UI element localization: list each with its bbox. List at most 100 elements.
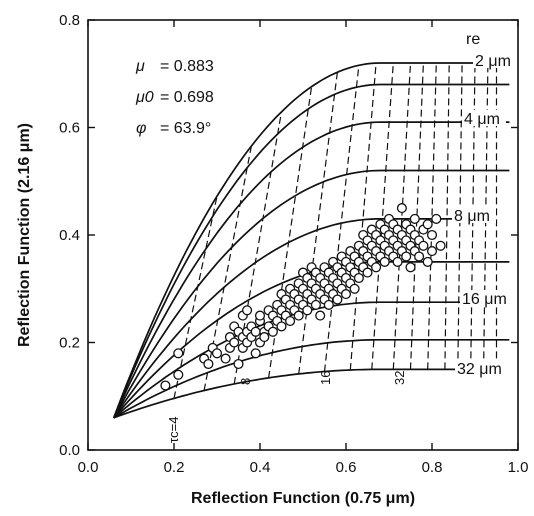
tau-label-16: 16 <box>318 371 333 385</box>
tau-line <box>427 62 437 370</box>
tau-label-8: 8 <box>238 378 253 385</box>
re-curve-4um <box>113 121 510 419</box>
observation-point <box>362 267 373 278</box>
re-title: re <box>466 31 480 48</box>
tau-line <box>323 65 360 372</box>
tau-label-4: τc=4 <box>166 417 181 443</box>
observation-point <box>379 256 390 267</box>
observation-point <box>422 256 433 267</box>
re-label-bg-4 <box>462 110 506 126</box>
observation-point <box>233 358 244 370</box>
re-label-bg-16 <box>460 290 514 306</box>
tau-label-32: 32 <box>392 371 407 385</box>
y-tick-labels: 0.0 0.2 0.4 0.6 0.8 <box>59 12 80 459</box>
x-tick-label: 0.6 <box>336 459 357 476</box>
param-mu-value: = 0.883 <box>160 58 214 75</box>
observation-point <box>267 326 278 337</box>
param-mu0-value: = 0.698 <box>160 89 214 106</box>
re-label-16: 16 μm <box>462 291 507 308</box>
observation-point <box>310 299 321 310</box>
y-tick-label: 0.0 <box>59 442 80 459</box>
re-curve-2um <box>113 62 475 419</box>
observation-point <box>418 240 429 251</box>
observation-point <box>315 310 326 321</box>
observation-point <box>276 321 287 332</box>
observation-point <box>349 283 360 294</box>
observation-point <box>242 305 253 316</box>
tau-line <box>409 62 424 370</box>
y-tick-label: 0.4 <box>59 227 80 244</box>
y-axis-title: Reflection Function (2.16 μm) <box>16 123 33 347</box>
re-curve-24um <box>113 338 510 419</box>
tau-dashed-lines <box>173 62 498 399</box>
tau-line <box>457 62 463 370</box>
re-curve-32um <box>113 368 458 419</box>
observation-point <box>332 294 343 305</box>
observation-point <box>409 213 420 224</box>
observation-point <box>426 229 438 241</box>
observation-point <box>254 310 266 321</box>
observation-point <box>211 348 223 359</box>
re-label-8: 8 μm <box>454 208 490 225</box>
observation-point <box>259 332 270 343</box>
re-curve-3um <box>113 83 510 419</box>
observation-point <box>435 240 446 251</box>
observation-point <box>405 262 416 273</box>
param-mu0-symbol: μ0 <box>135 89 154 106</box>
observation-point <box>293 310 304 321</box>
tau-line <box>203 145 252 391</box>
observation-point <box>340 289 352 300</box>
observation-point <box>250 348 261 359</box>
observation-point <box>414 251 425 262</box>
y-tick-label: 0.8 <box>59 12 80 29</box>
re-label-bg-2 <box>473 52 517 68</box>
x-tick-label: 0.8 <box>422 459 443 476</box>
observation-point <box>173 369 184 380</box>
param-mu-symbol: μ <box>135 58 145 75</box>
x-tick-label: 0.4 <box>250 459 271 476</box>
re-curve-6um <box>113 169 510 419</box>
observation-point <box>160 380 171 391</box>
observation-point <box>203 358 214 370</box>
axis-ticks <box>87 19 519 451</box>
tau-line <box>298 72 338 374</box>
observation-point <box>250 326 261 337</box>
tau-line <box>349 63 377 371</box>
re-label-32: 32 μm <box>457 361 502 378</box>
observation-point <box>323 299 334 310</box>
observation-point <box>431 213 442 224</box>
observation-point <box>392 256 403 267</box>
observation-points <box>160 203 446 391</box>
re-curve-16um <box>113 301 493 419</box>
re-label-2: 2 μm <box>475 53 511 70</box>
x-axis-title: Reflection Function (0.75 μm) <box>191 490 415 507</box>
observation-point <box>173 348 184 359</box>
observation-point <box>353 272 364 284</box>
y-tick-label: 0.6 <box>59 120 80 137</box>
tau-line <box>392 62 412 370</box>
x-tick-labels: 0.0 0.2 0.4 0.6 0.8 1.0 <box>78 459 529 476</box>
observation-point <box>220 353 231 364</box>
x-tick-label: 0.0 <box>78 459 99 476</box>
param-phi-value: = 63.9° <box>160 120 211 137</box>
re-label-bg-8 <box>452 207 496 223</box>
tau-line <box>371 62 394 370</box>
observation-point <box>229 337 240 348</box>
observation-point <box>426 246 438 257</box>
observation-point <box>371 262 382 273</box>
re-label-bg-32 <box>455 360 513 376</box>
re-curves <box>113 62 510 419</box>
observation-point <box>302 305 313 316</box>
observation-point <box>422 219 433 230</box>
observation-point <box>285 315 296 327</box>
tau-line <box>444 62 450 370</box>
observation-point <box>401 251 412 262</box>
tau-line <box>173 196 218 399</box>
x-tick-label: 1.0 <box>508 459 529 476</box>
observation-point <box>396 203 407 214</box>
x-tick-label: 0.2 <box>164 459 185 476</box>
y-tick-label: 0.2 <box>59 335 80 352</box>
re-label-4: 4 μm <box>464 111 500 128</box>
param-phi-symbol: φ <box>136 120 146 137</box>
